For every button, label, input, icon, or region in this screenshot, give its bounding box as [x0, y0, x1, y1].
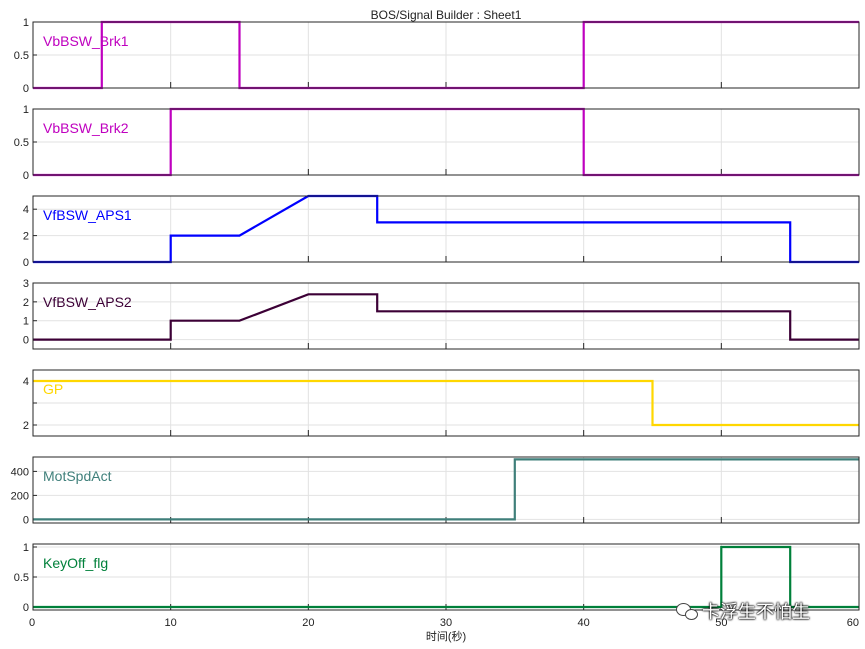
x-tick-label: 30	[440, 617, 452, 629]
y-tick-label: 0.5	[14, 137, 29, 149]
y-tick-label: 1	[23, 104, 29, 116]
signal-line-vbbsw-brk1	[33, 20, 859, 90]
y-tick-label: 4	[23, 204, 29, 216]
signal-panel-5: 2 4 GP	[23, 369, 860, 437]
signal-panel-6: 0 200 400 MotSpdAct	[11, 456, 860, 526]
y-tick-label: 0	[23, 257, 29, 269]
signal-line-keyoff-flg	[33, 545, 859, 609]
y-tick-label: 2	[23, 231, 29, 243]
x-axis: 0 10 20 30 40 50 60	[29, 617, 859, 629]
axes-box	[32, 108, 860, 176]
signal-line-motspdact	[33, 458, 859, 521]
y-tick-label: 1	[23, 542, 29, 554]
signal-panel-3: 0 2 4 VfBSW_APS1	[23, 194, 860, 269]
series-label: VfBSW_APS1	[43, 207, 132, 223]
y-tick-label: 0	[23, 514, 29, 526]
signal-panel-1: 0 0.5 1 VbBSW_Brk1	[14, 17, 860, 95]
signal-panels: 0 0.5 1 VbBSW_Brk1 0 0.5 1 VbBSW_Brk2 0 2 4 VfBSW_A…	[11, 17, 860, 614]
x-tick-label: 10	[165, 617, 177, 629]
y-tick-label: 2	[23, 420, 29, 432]
axes-box	[32, 195, 860, 263]
series-label: VfBSW_APS2	[43, 294, 132, 310]
y-tick-label: 3	[23, 278, 29, 290]
y-tick-label: 0	[23, 335, 29, 347]
y-tick-label: 4	[23, 376, 29, 388]
x-tick-label: 50	[715, 617, 727, 629]
series-label: VbBSW_Brk2	[43, 120, 129, 136]
y-tick-label: 0.5	[14, 572, 29, 584]
y-tick-label: 1	[23, 17, 29, 29]
y-tick-label: 0.5	[14, 50, 29, 62]
watermark: 卡浮生不怕生	[676, 598, 810, 624]
series-label: KeyOff_flg	[43, 555, 108, 571]
signal-line-gp	[33, 379, 859, 427]
y-tick-label: 200	[11, 490, 29, 502]
series-label: GP	[43, 381, 63, 397]
y-tick-label: 0	[23, 602, 29, 614]
x-tick-label: 40	[578, 617, 590, 629]
signal-panel-7: 0 0.5 1 KeyOff_flg	[14, 542, 860, 614]
y-tick-label: 1	[23, 316, 29, 328]
x-tick-label: 0	[29, 617, 35, 629]
x-tick-label: 60	[847, 617, 859, 629]
series-label: MotSpdAct	[43, 468, 112, 484]
axes-box	[32, 456, 860, 524]
wechat-icon	[676, 602, 698, 620]
axes-box	[32, 369, 860, 437]
series-label: VbBSW_Brk1	[43, 33, 129, 49]
x-tick-label: 20	[302, 617, 314, 629]
axes-box	[32, 21, 860, 89]
y-tick-label: 400	[11, 466, 29, 478]
y-tick-label: 2	[23, 297, 29, 309]
watermark-text: 卡浮生不怕生	[702, 602, 810, 622]
signal-panel-2: 0 0.5 1 VbBSW_Brk2	[14, 104, 860, 182]
signal-line-vfbsw-aps2	[33, 293, 859, 341]
y-tick-label: 0	[23, 170, 29, 182]
axes-box	[32, 282, 860, 350]
axes-box	[32, 543, 860, 611]
signal-panel-4: 0 1 2 3 VfBSW_APS2	[23, 278, 860, 350]
y-tick-label: 0	[23, 83, 29, 95]
figure-title: BOS/Signal Builder : Sheet1	[371, 8, 522, 22]
x-axis-label: 时间(秒)	[426, 629, 466, 643]
